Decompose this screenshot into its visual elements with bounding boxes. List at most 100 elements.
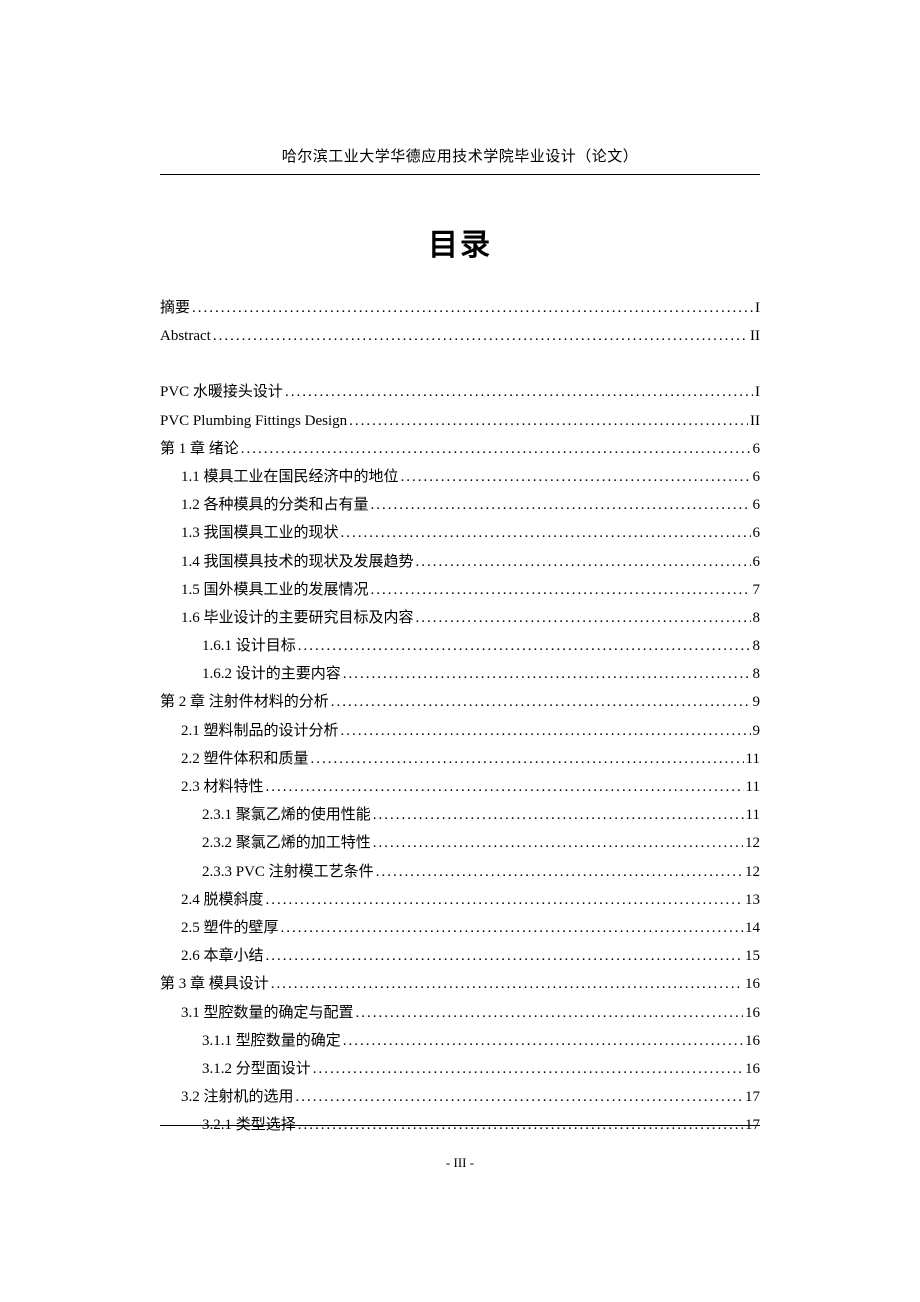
toc-entry-page: 11 (746, 773, 760, 801)
toc-entry: 1.6.1 设计目标 8 (160, 632, 760, 660)
toc-entry-label: 1.6 毕业设计的主要研究目标及内容 (181, 604, 414, 632)
toc-entry: 2.2 塑件体积和质量 11 (160, 745, 760, 773)
toc-dots (266, 942, 743, 970)
toc-entry: 第 3 章 模具设计16 (160, 970, 760, 998)
toc-dots (416, 604, 751, 632)
toc-dots (311, 745, 744, 773)
toc-dots (341, 717, 751, 745)
toc-dots (373, 829, 743, 857)
toc-entry: 2.3.2 聚氯乙烯的加工特性 12 (160, 829, 760, 857)
toc-dots (416, 548, 751, 576)
footer-rule (160, 1125, 760, 1126)
toc-entry-page: 16 (745, 1055, 760, 1083)
toc-entry-label: PVC 水暖接头设计 (160, 378, 283, 406)
toc-entry-label: 2.1 塑料制品的设计分析 (181, 717, 339, 745)
toc-entry-label: 第 2 章 注射件材料的分析 (160, 688, 329, 716)
toc-entry: 2.3.3 PVC 注射模工艺条件 12 (160, 858, 760, 886)
toc-entry-page: 12 (745, 829, 760, 857)
toc-dots (373, 801, 744, 829)
toc-entry-page: 11 (746, 745, 760, 773)
toc-dots (298, 632, 751, 660)
toc-dots (213, 322, 748, 350)
toc-entry-page: I (755, 294, 760, 322)
toc-entry-label: 2.6 本章小结 (181, 942, 264, 970)
toc-dots (241, 435, 751, 463)
toc-entry-label: 3.1.1 型腔数量的确定 (202, 1027, 341, 1055)
toc-entry-page: II (750, 322, 760, 350)
toc-entry: 2.3.1 聚氯乙烯的使用性能11 (160, 801, 760, 829)
toc-entry: 2.3 材料特性 11 (160, 773, 760, 801)
toc-entry-label: 1.3 我国模具工业的现状 (181, 519, 339, 547)
toc-entry: 2.6 本章小结15 (160, 942, 760, 970)
toc-entry-page: 9 (753, 717, 761, 745)
toc-entry-label: 1.1 模具工业在国民经济中的地位 (181, 463, 399, 491)
toc-entry: 1.2 各种模具的分类和占有量 6 (160, 491, 760, 519)
toc-entry: 3.1.2 分型面设计16 (160, 1055, 760, 1083)
toc-entry-label: 摘要 (160, 294, 190, 322)
toc-entry-page: II (750, 407, 760, 435)
page-number: - III - (0, 1155, 920, 1171)
toc-dots (331, 688, 751, 716)
toc-entry-label: 2.3.2 聚氯乙烯的加工特性 (202, 829, 371, 857)
toc-dots (271, 970, 743, 998)
toc-entry: 第 1 章 绪论6 (160, 435, 760, 463)
toc-entry: 2.5 塑件的壁厚14 (160, 914, 760, 942)
toc-entry-page: 8 (753, 632, 761, 660)
toc-entry-page: 6 (753, 491, 761, 519)
toc-entry-page: I (755, 378, 760, 406)
toc-entry-page: 16 (745, 999, 760, 1027)
toc-entry: 3.2 注射机的选用17 (160, 1083, 760, 1111)
toc-entry-label: 3.1 型腔数量的确定与配置 (181, 999, 354, 1027)
toc-entry: 1.3 我国模具工业的现状 6 (160, 519, 760, 547)
document-page: 哈尔滨工业大学华德应用技术学院毕业设计（论文） 目录 摘要IAbstractII… (0, 0, 920, 1189)
toc-entry-label: 2.3.1 聚氯乙烯的使用性能 (202, 801, 371, 829)
toc-entry-page: 12 (745, 858, 760, 886)
toc-entry: 1.6.2 设计的主要内容 8 (160, 660, 760, 688)
toc-dots (349, 407, 748, 435)
page-header: 哈尔滨工业大学华德应用技术学院毕业设计（论文） (160, 145, 760, 175)
toc-entry-page: 13 (745, 886, 760, 914)
toc-entry-page: 8 (753, 604, 761, 632)
toc-dots (343, 660, 751, 688)
toc-entry-label: 2.3 材料特性 (181, 773, 264, 801)
toc-dots (341, 519, 751, 547)
toc-entry-label: 1.6.1 设计目标 (202, 632, 296, 660)
toc-entry-label: 1.5 国外模具工业的发展情况 (181, 576, 369, 604)
toc-entry-label: 1.2 各种模具的分类和占有量 (181, 491, 369, 519)
toc-dots (313, 1055, 743, 1083)
toc-entry-label: 2.2 塑件体积和质量 (181, 745, 309, 773)
toc-dots (371, 576, 751, 604)
toc-entry: 第 2 章 注射件材料的分析 9 (160, 688, 760, 716)
toc-entry-page: 6 (753, 435, 761, 463)
toc-entry-page: 16 (745, 970, 760, 998)
toc-entry: PVC Plumbing Fittings DesignII (160, 407, 760, 435)
toc-entry: 1.4 我国模具技术的现状及发展趋势6 (160, 548, 760, 576)
toc-entry-page: 8 (753, 660, 761, 688)
toc-entry: 1.5 国外模具工业的发展情况 7 (160, 576, 760, 604)
table-of-contents: 摘要IAbstractIIPVC 水暖接头设计IPVC Plumbing Fit… (160, 294, 760, 1139)
toc-entry-page: 14 (745, 914, 760, 942)
toc-entry: 2.1 塑料制品的设计分析 9 (160, 717, 760, 745)
toc-entry-label: Abstract (160, 322, 211, 350)
toc-dots (401, 463, 751, 491)
toc-dots (285, 378, 753, 406)
toc-dots (281, 914, 743, 942)
toc-entry-page: 6 (753, 548, 761, 576)
toc-dots (371, 491, 751, 519)
toc-entry-page: 6 (753, 463, 761, 491)
toc-title: 目录 (160, 220, 760, 264)
toc-entry-page: 6 (753, 519, 761, 547)
toc-dots (356, 999, 743, 1027)
toc-dots (343, 1027, 743, 1055)
toc-dots (266, 886, 743, 914)
toc-entry-label: 2.3.3 PVC 注射模工艺条件 (202, 858, 374, 886)
toc-dots (296, 1083, 743, 1111)
toc-entry-label: 1.6.2 设计的主要内容 (202, 660, 341, 688)
toc-entry: 3.1 型腔数量的确定与配置 16 (160, 999, 760, 1027)
toc-entry: 1.1 模具工业在国民经济中的地位 6 (160, 463, 760, 491)
toc-dots (266, 773, 744, 801)
toc-entry: 摘要 I (160, 294, 760, 322)
toc-entry-page: 7 (753, 576, 761, 604)
toc-entry-page: 9 (753, 688, 761, 716)
toc-entry: PVC 水暖接头设计 I (160, 378, 760, 406)
